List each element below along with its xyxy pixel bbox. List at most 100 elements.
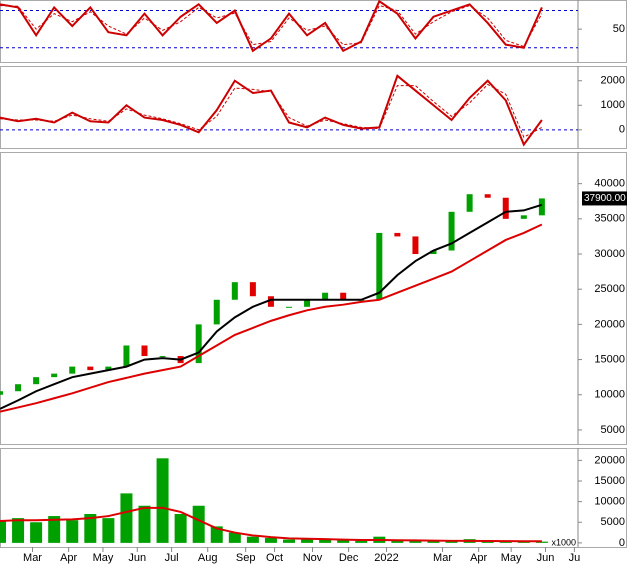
candle xyxy=(322,292,329,300)
volume-bar xyxy=(48,516,61,543)
candle xyxy=(394,232,401,237)
line xyxy=(0,223,543,413)
x-tick-label: Mar xyxy=(23,552,42,564)
y-tick-label: 15000 xyxy=(594,353,625,365)
candle xyxy=(213,299,220,325)
candle xyxy=(466,194,473,212)
candle xyxy=(15,384,22,392)
candle xyxy=(159,356,166,358)
volume-bar xyxy=(535,541,548,543)
volume-bar xyxy=(391,539,404,543)
volume-bar xyxy=(517,541,530,543)
x-tick-label: Jun xyxy=(537,552,555,564)
line xyxy=(0,506,542,543)
volume-bar xyxy=(355,540,368,543)
x-tick-label: Mar xyxy=(433,552,452,564)
candle xyxy=(87,366,94,371)
x-tick-label: Dec xyxy=(339,552,359,564)
candle xyxy=(267,296,274,307)
y-tick-label: 35000 xyxy=(594,213,625,225)
volume-bar xyxy=(264,537,277,543)
candle xyxy=(340,292,347,300)
candle xyxy=(520,215,527,219)
candle xyxy=(484,194,491,198)
line xyxy=(0,4,543,48)
x-tick-label: Apr xyxy=(60,552,77,564)
candle xyxy=(412,236,419,255)
y-tick-label: 15000 xyxy=(594,475,625,487)
candle xyxy=(0,391,3,395)
x-tick-label: Ju xyxy=(569,552,581,564)
x-tick-label: Oct xyxy=(266,552,283,564)
volume-bar xyxy=(0,520,6,543)
candle xyxy=(69,366,76,374)
volume-bar xyxy=(12,518,25,543)
y-tick-label: 0 xyxy=(619,124,625,136)
line xyxy=(0,203,543,410)
volume-bar xyxy=(409,540,422,543)
unit-label: x1000 xyxy=(551,537,576,547)
volume-bar xyxy=(301,539,314,543)
candle xyxy=(105,366,112,371)
line xyxy=(0,0,543,53)
y-tick-label: 25000 xyxy=(594,283,625,295)
candle xyxy=(286,306,292,308)
volume-bar xyxy=(246,536,259,543)
y-tick-label: 50 xyxy=(613,23,625,35)
volume-bar xyxy=(228,532,241,543)
y-tick-label: 10000 xyxy=(594,496,625,508)
y-tick-label: 1000 xyxy=(601,99,625,111)
candle xyxy=(231,282,238,300)
y-tick-label: 2000 xyxy=(601,75,625,87)
volume-bar xyxy=(84,514,97,543)
panel-frame xyxy=(0,66,627,149)
volume-bar xyxy=(66,520,79,543)
volume-bar xyxy=(283,539,295,543)
volume-bar xyxy=(30,522,43,543)
price-marker-box xyxy=(582,191,627,206)
x-tick-label: May xyxy=(93,552,114,564)
line xyxy=(0,74,543,147)
x-tick-label: Apr xyxy=(470,552,487,564)
x-tick-label: May xyxy=(501,552,522,564)
y-tick-label: 10000 xyxy=(594,389,625,401)
line xyxy=(0,83,543,138)
x-tick-label: Sep xyxy=(236,552,256,564)
volume-bar xyxy=(337,540,350,543)
y-tick-label: 5000 xyxy=(601,424,625,436)
x-tick-label: Aug xyxy=(198,552,218,564)
volume-bar xyxy=(156,458,169,543)
volume-bar xyxy=(210,526,223,543)
candle xyxy=(448,211,455,251)
y-tick-label: 20000 xyxy=(594,454,625,466)
candle xyxy=(33,377,40,385)
volume-bar xyxy=(319,539,332,543)
candle xyxy=(376,232,383,300)
x-tick-label: Jul xyxy=(165,552,179,564)
volume-bar xyxy=(138,505,151,543)
candle xyxy=(123,345,130,367)
candle xyxy=(304,299,311,307)
volume-bar xyxy=(192,505,205,543)
x-tick-label: Nov xyxy=(303,552,323,564)
panel-frame xyxy=(0,152,627,445)
volume-bar xyxy=(102,518,115,543)
y-tick-label: 40000 xyxy=(594,178,625,190)
price-marker-label: 37900.00 xyxy=(584,193,626,204)
y-tick-label: 5000 xyxy=(601,516,625,528)
y-tick-label: 20000 xyxy=(594,318,625,330)
candle xyxy=(141,345,148,357)
volume-bar xyxy=(174,514,187,543)
y-tick-label: 0 xyxy=(619,537,625,549)
x-tick-label: 2022 xyxy=(374,552,398,564)
candle xyxy=(195,324,202,364)
volume-bar xyxy=(445,541,458,543)
candle xyxy=(51,373,58,378)
x-tick-label: Jun xyxy=(128,552,146,564)
candle xyxy=(249,282,256,297)
candle xyxy=(538,198,545,216)
candle xyxy=(430,250,437,255)
volume-bar xyxy=(427,540,440,543)
volume-bar xyxy=(120,493,133,543)
